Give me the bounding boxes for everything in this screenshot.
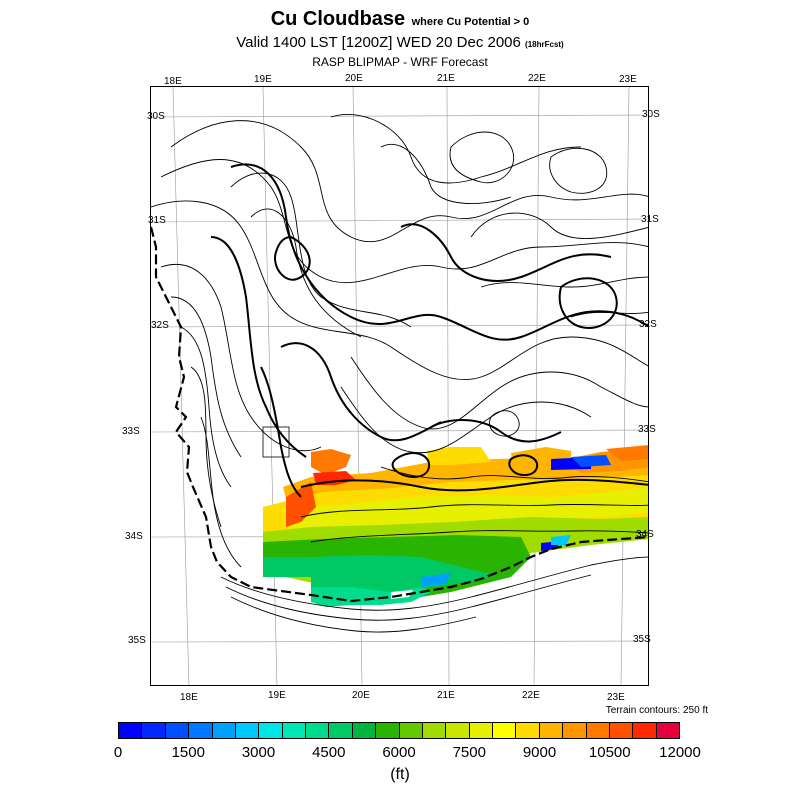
forecast-hours: (18hrFcst) (525, 40, 564, 49)
lat-label-right: 31S (641, 214, 659, 225)
colorbar-cell (516, 723, 540, 738)
colorbar-cell (609, 723, 634, 738)
map-graphic (151, 87, 648, 685)
lat-label-left: 30S (147, 111, 165, 122)
chart-title: Cu Cloudbase where Cu Potential > 0 (0, 8, 800, 31)
lon-label-bottom: 22E (522, 690, 540, 701)
lon-label-bottom: 21E (437, 690, 455, 701)
colorbar-cell (306, 723, 330, 738)
colorbar-cell (422, 723, 447, 738)
colorbar-cell (376, 723, 400, 738)
colorbar-cell (282, 723, 306, 738)
lat-label-right: 33S (638, 424, 656, 435)
colorbar-cell (142, 723, 166, 738)
colorbar-cell (119, 723, 143, 738)
lon-label-top-22e: 22E (528, 73, 546, 84)
lon-label-top-18e: 18E (164, 76, 182, 87)
colorbar-cell (563, 723, 587, 738)
lat-label-left: 31S (148, 215, 166, 226)
colorbar-unit: (ft) (390, 766, 410, 783)
colorbar-cell (329, 723, 353, 738)
terrain-contours-major (210, 163, 648, 498)
colorbar-cell (469, 723, 493, 738)
lon-label-bottom: 18E (180, 692, 198, 703)
colorbar-tick-label: 4500 (312, 744, 346, 761)
terrain-note: Terrain contours: 250 ft (605, 705, 708, 716)
source-line: RASP BLIPMAP - WRF Forecast (312, 55, 488, 69)
colorbar-cell (235, 723, 260, 738)
colorbar-cell (399, 723, 423, 738)
colorbar-tick-label: 12000 (659, 744, 701, 761)
lat-label-left: 35S (128, 635, 146, 646)
colorbar-cell (539, 723, 564, 738)
title-main: Cu Cloudbase (270, 8, 406, 30)
coastline (151, 226, 648, 603)
lat-label-right: 35S (633, 634, 651, 645)
colorbar-cell (189, 723, 213, 738)
colorbar-cell (352, 723, 377, 738)
valid-text: Valid 1400 LST [1200Z] WED 20 Dec 2006 (236, 34, 521, 51)
colorbar-tick-label: 3000 (241, 744, 276, 761)
graticule (151, 87, 648, 685)
cloudbase-field (263, 445, 648, 607)
lon-label-bottom: 20E (352, 690, 370, 701)
lat-label-right: 30S (642, 109, 660, 120)
colorbar-cell (446, 723, 470, 738)
colorbar-cell (212, 723, 236, 738)
colorbar (118, 722, 680, 739)
forecast-map: 18E 19E 20E 21E 22E 23E (150, 86, 649, 686)
lon-label-top-20e: 20E (345, 73, 363, 84)
colorbar-cell (633, 723, 657, 738)
title-qualifier: where Cu Potential > 0 (411, 16, 530, 28)
lon-label-top-21e: 21E (437, 73, 455, 84)
colorbar-tick-label: 1500 (171, 744, 205, 761)
valid-time: Valid 1400 LST [1200Z] WED 20 Dec 2006 (… (0, 34, 800, 51)
colorbar-tick-label: 7500 (452, 744, 486, 761)
colorbar-cell (165, 723, 190, 738)
colorbar-cell (493, 723, 517, 738)
lon-label-top-19e: 19E (254, 74, 272, 85)
colorbar-cell (656, 723, 679, 738)
lat-label-right: 34S (636, 529, 654, 540)
model-boundary (262, 426, 290, 458)
lat-label-left: 34S (125, 531, 143, 542)
lat-label-left: 33S (122, 426, 140, 437)
colorbar-tick-label: 9000 (522, 744, 557, 761)
colorbar-tick-label: 10500 (588, 744, 631, 761)
colorbar-cell (259, 723, 283, 738)
colorbar-cell (586, 723, 610, 738)
lon-label-top-23e: 23E (619, 74, 637, 85)
lat-label-right: 32S (639, 319, 657, 330)
terrain-contours (151, 113, 648, 633)
lat-label-left: 32S (151, 320, 169, 331)
lon-label-bottom: 23E (607, 692, 625, 703)
lon-label-bottom: 19E (268, 690, 286, 701)
colorbar-tick-label: 0 (113, 744, 123, 761)
colorbar-tick-label: 6000 (382, 744, 416, 761)
